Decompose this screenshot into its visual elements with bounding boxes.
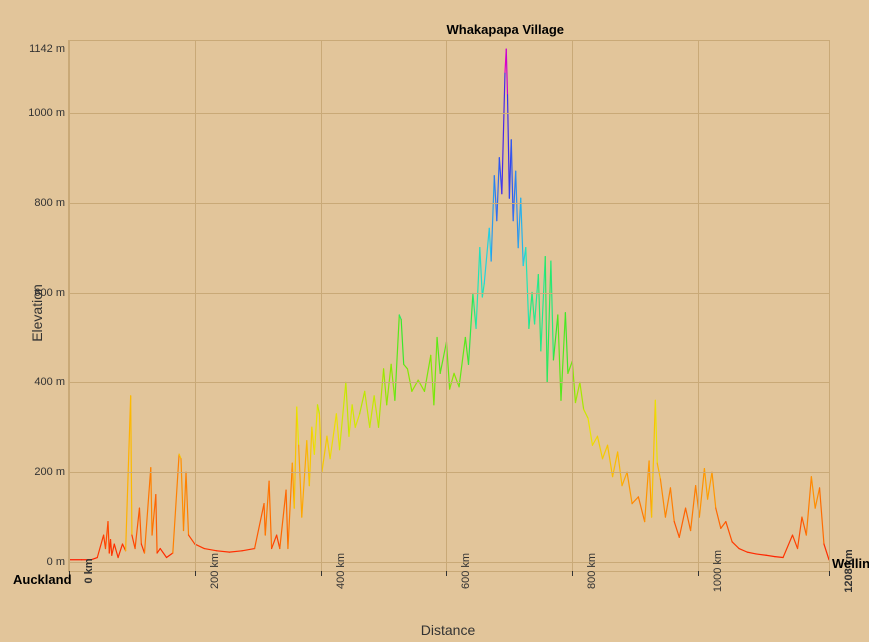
gridline-v <box>698 41 699 571</box>
elevation-chart: 1142 m 0 m200 m400 m600 m800 m1000 m0 km… <box>0 0 869 642</box>
end-label: Wellington <box>832 556 869 571</box>
gridline-h <box>69 293 829 294</box>
plot-area: 1142 m 0 m200 m400 m600 m800 m1000 m0 km… <box>68 40 830 572</box>
ytick-label: 0 m <box>47 556 69 568</box>
ytick-label: 400 m <box>34 376 69 388</box>
gridline-h <box>69 203 829 204</box>
ytick-label: 1000 m <box>28 107 69 119</box>
gridline-v <box>195 41 196 571</box>
xtick-label: 200 km <box>195 553 221 589</box>
x-axis-title: Distance <box>421 622 475 638</box>
gridline-v <box>69 41 70 571</box>
start-label: Auckland <box>13 572 72 587</box>
xtick-label: 600 km <box>446 553 472 589</box>
ytick-label: 800 m <box>34 197 69 209</box>
xtick-label: 400 km <box>321 553 347 589</box>
y-axis-title: Elevation <box>29 284 45 342</box>
gridline-h <box>69 382 829 383</box>
gridline-h <box>69 472 829 473</box>
gridline-v <box>572 41 573 571</box>
xtick-label: 0 km <box>69 558 95 583</box>
gridline-v <box>446 41 447 571</box>
gridline-h <box>69 113 829 114</box>
gridline-v <box>829 41 830 571</box>
ytick-label: 200 m <box>34 466 69 478</box>
peak-elevation-label: 1142 m <box>29 43 69 55</box>
peak-label: Whakapapa Village <box>446 22 564 37</box>
xtick-label: 1000 km <box>698 550 724 592</box>
elevation-line <box>69 41 829 571</box>
xtick-label: 800 km <box>572 553 598 589</box>
gridline-v <box>321 41 322 571</box>
